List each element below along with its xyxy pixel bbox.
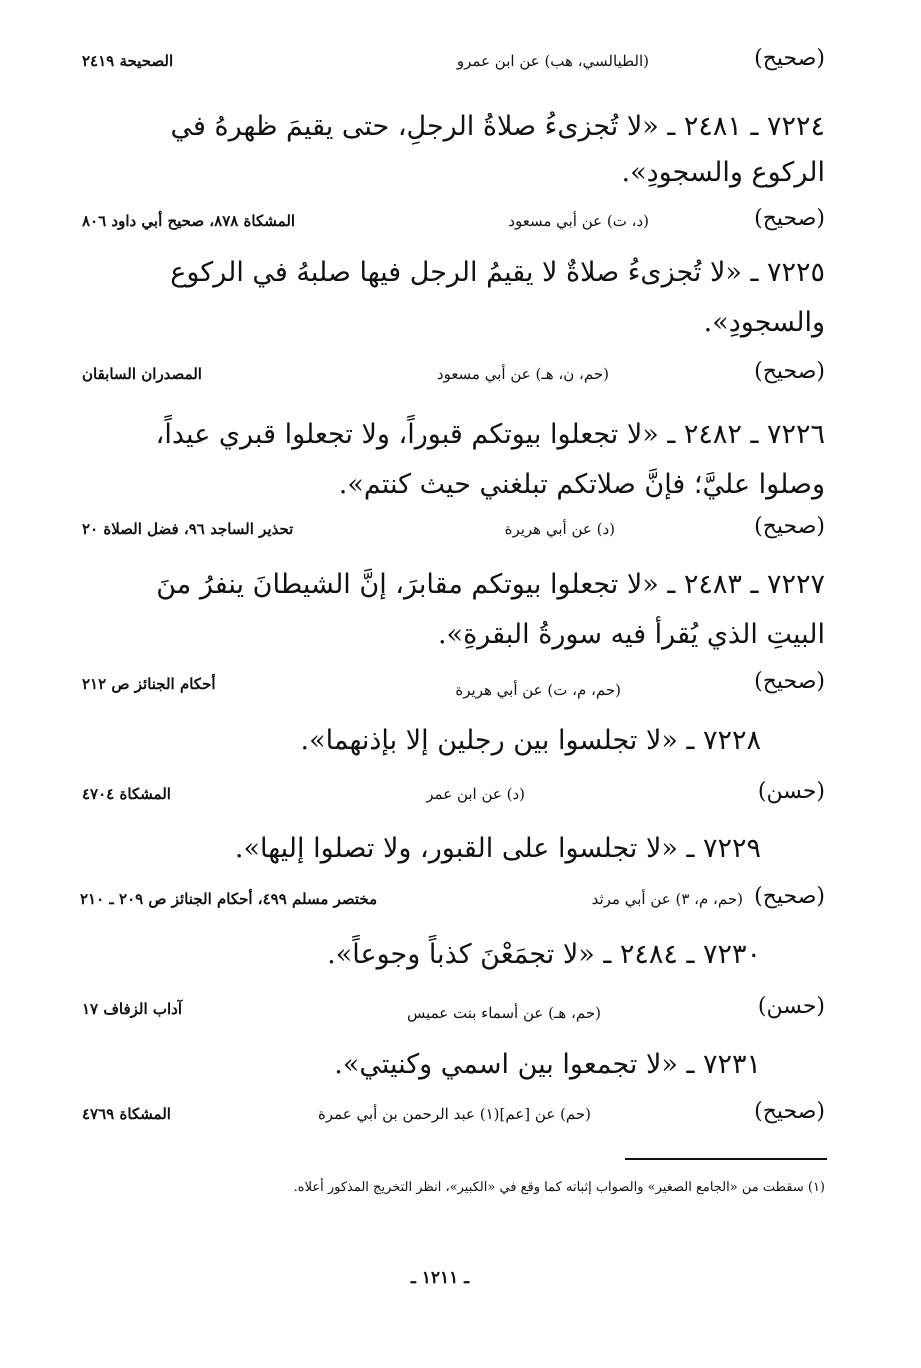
source: (حم، هـ) عن أسماء بنت عميس: [406, 1004, 601, 1022]
reference: المشكاة ٨٧٨، صحيح أبي داود ٨٠٦: [82, 212, 296, 230]
hadith-line: ٧٢٣١ ـ «لا تجمعوا بين اسمي وكنيتي».: [334, 1049, 761, 1080]
grading-row: (صحيح) (حم) عن [عم](١) عبد الرحمن بن أبي…: [0, 1099, 921, 1131]
reference: تحذير الساجد ٩٦، فضل الصلاة ٢٠: [82, 520, 294, 538]
source: (د، ت) عن أبي مسعود: [508, 212, 649, 230]
grade: (حسن): [757, 779, 825, 804]
hadith-line: ٧٢٢٧ ـ ٢٤٨٣ ـ «لا تجعلوا بيوتكم مقابرَ، …: [156, 569, 825, 600]
hadith-line: ٧٢٢٥ ـ «لا تُجزىءُ صلاةٌ لا يقيمُ الرجل …: [170, 257, 825, 288]
reference: آداب الزفاف ١٧: [82, 1000, 183, 1018]
grade: (صحيح): [754, 1099, 825, 1124]
source: (الطيالسي، هب) عن ابن عمرو: [456, 52, 649, 70]
hadith-line: ٧٢٢٩ ـ «لا تجلسوا على القبور، ولا تصلوا …: [234, 833, 761, 864]
hadith-line: البيتِ الذي يُقرأ فيه سورةُ البقرةِ».: [437, 619, 825, 650]
grade: (صحيح): [754, 884, 825, 909]
reference: المشكاة ٤٧٦٩: [82, 1105, 171, 1123]
reference: مختصر مسلم ٤٩٩، أحكام الجنائز ص ٢٠٩ ـ ٢١…: [80, 890, 378, 908]
grade: (صحيح): [754, 46, 825, 71]
grade: (صحيح): [754, 669, 825, 694]
footnote: (١) سقطت من «الجامع الصغير» والصواب إثبا…: [293, 1180, 825, 1195]
reference: أحكام الجنائز ص ٢١٢: [82, 675, 216, 693]
grading-row: (صحيح) (د) عن أبي هريرة تحذير الساجد ٩٦،…: [0, 514, 921, 546]
grading-row: (صحيح) (الطيالسي، هب) عن ابن عمرو الصحيح…: [0, 46, 921, 78]
grading-row: (صحيح) (د، ت) عن أبي مسعود المشكاة ٨٧٨، …: [0, 206, 921, 238]
reference: المشكاة ٤٧٠٤: [82, 785, 171, 803]
source: (حم) عن [عم](١) عبد الرحمن بن أبي عمرة: [317, 1105, 591, 1123]
grade: (حسن): [757, 994, 825, 1019]
grading-row: (صحيح) (حم، م، ت) عن أبي هريرة أحكام الج…: [0, 669, 921, 701]
grade: (صحيح): [754, 514, 825, 539]
hadith-line: وصلوا عليَّ؛ فإنَّ صلاتكم تبلغني حيث كنت…: [338, 469, 825, 500]
source: (د) عن ابن عمر: [426, 785, 525, 803]
hadith-line: والسجودِ».: [703, 307, 825, 338]
grade: (صحيح): [754, 206, 825, 231]
page-number: ـ ١٢١١ ـ: [410, 1268, 470, 1288]
reference: الصحيحة ٢٤١٩: [82, 52, 174, 70]
source: (د) عن أبي هريرة: [504, 520, 615, 538]
source: (حم، ن، هـ) عن أبي مسعود: [436, 365, 609, 383]
reference: المصدران السابقان: [82, 365, 202, 383]
hadith-line: ٧٢٢٤ ـ ٢٤٨١ ـ «لا تُجزىءُ صلاةُ الرجلِ، …: [170, 111, 825, 142]
grading-row: (صحيح) (حم، م، ٣) عن أبي مرثد مختصر مسلم…: [0, 884, 921, 916]
hadith-line: ٧٢٢٦ ـ ٢٤٨٢ ـ «لا تجعلوا بيوتكم قبوراً، …: [155, 419, 825, 450]
grading-row: (صحيح) (حم، ن، هـ) عن أبي مسعود المصدران…: [0, 359, 921, 391]
footnote-divider: [625, 1158, 827, 1160]
grade: (صحيح): [754, 359, 825, 384]
grading-row: (حسن) (حم، هـ) عن أسماء بنت عميس آداب ال…: [0, 994, 921, 1026]
grading-row: (حسن) (د) عن ابن عمر المشكاة ٤٧٠٤: [0, 779, 921, 811]
hadith-line: ٧٢٢٨ ـ «لا تجلسوا بين رجلين إلا بإذنهما»…: [300, 725, 761, 756]
source: (حم، م، ت) عن أبي هريرة: [455, 681, 621, 699]
source: (حم، م، ٣) عن أبي مرثد: [591, 890, 743, 908]
hadith-line: ٧٢٣٠ ـ ٢٤٨٤ ـ «لا تجمَعْنَ كذباً وجوعاً»…: [327, 939, 761, 970]
hadith-line: الركوع والسجودِ».: [621, 157, 825, 188]
